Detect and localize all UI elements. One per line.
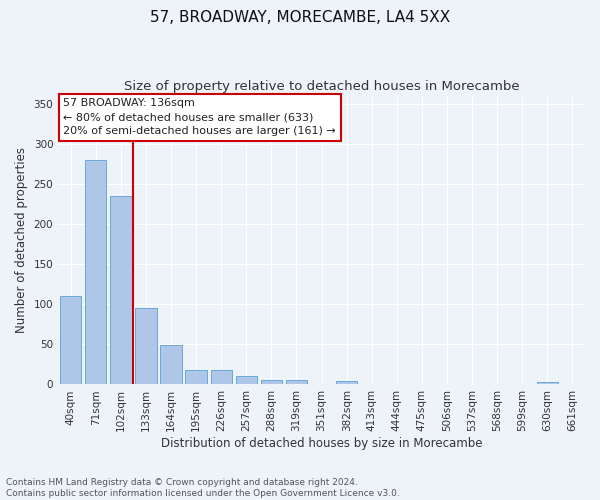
Bar <box>160 345 182 385</box>
Bar <box>286 380 307 384</box>
Bar <box>236 376 257 384</box>
Bar <box>336 381 358 384</box>
Text: 57 BROADWAY: 136sqm
← 80% of detached houses are smaller (633)
20% of semi-detac: 57 BROADWAY: 136sqm ← 80% of detached ho… <box>64 98 336 136</box>
Text: 57, BROADWAY, MORECAMBE, LA4 5XX: 57, BROADWAY, MORECAMBE, LA4 5XX <box>150 10 450 25</box>
Bar <box>110 196 131 384</box>
Y-axis label: Number of detached properties: Number of detached properties <box>15 147 28 333</box>
Bar <box>85 160 106 384</box>
Text: Contains HM Land Registry data © Crown copyright and database right 2024.
Contai: Contains HM Land Registry data © Crown c… <box>6 478 400 498</box>
Bar <box>261 380 282 384</box>
Bar <box>211 370 232 384</box>
Bar <box>537 382 558 384</box>
Bar <box>185 370 207 384</box>
Title: Size of property relative to detached houses in Morecambe: Size of property relative to detached ho… <box>124 80 520 93</box>
X-axis label: Distribution of detached houses by size in Morecambe: Distribution of detached houses by size … <box>161 437 482 450</box>
Bar <box>60 296 82 384</box>
Bar <box>136 308 157 384</box>
